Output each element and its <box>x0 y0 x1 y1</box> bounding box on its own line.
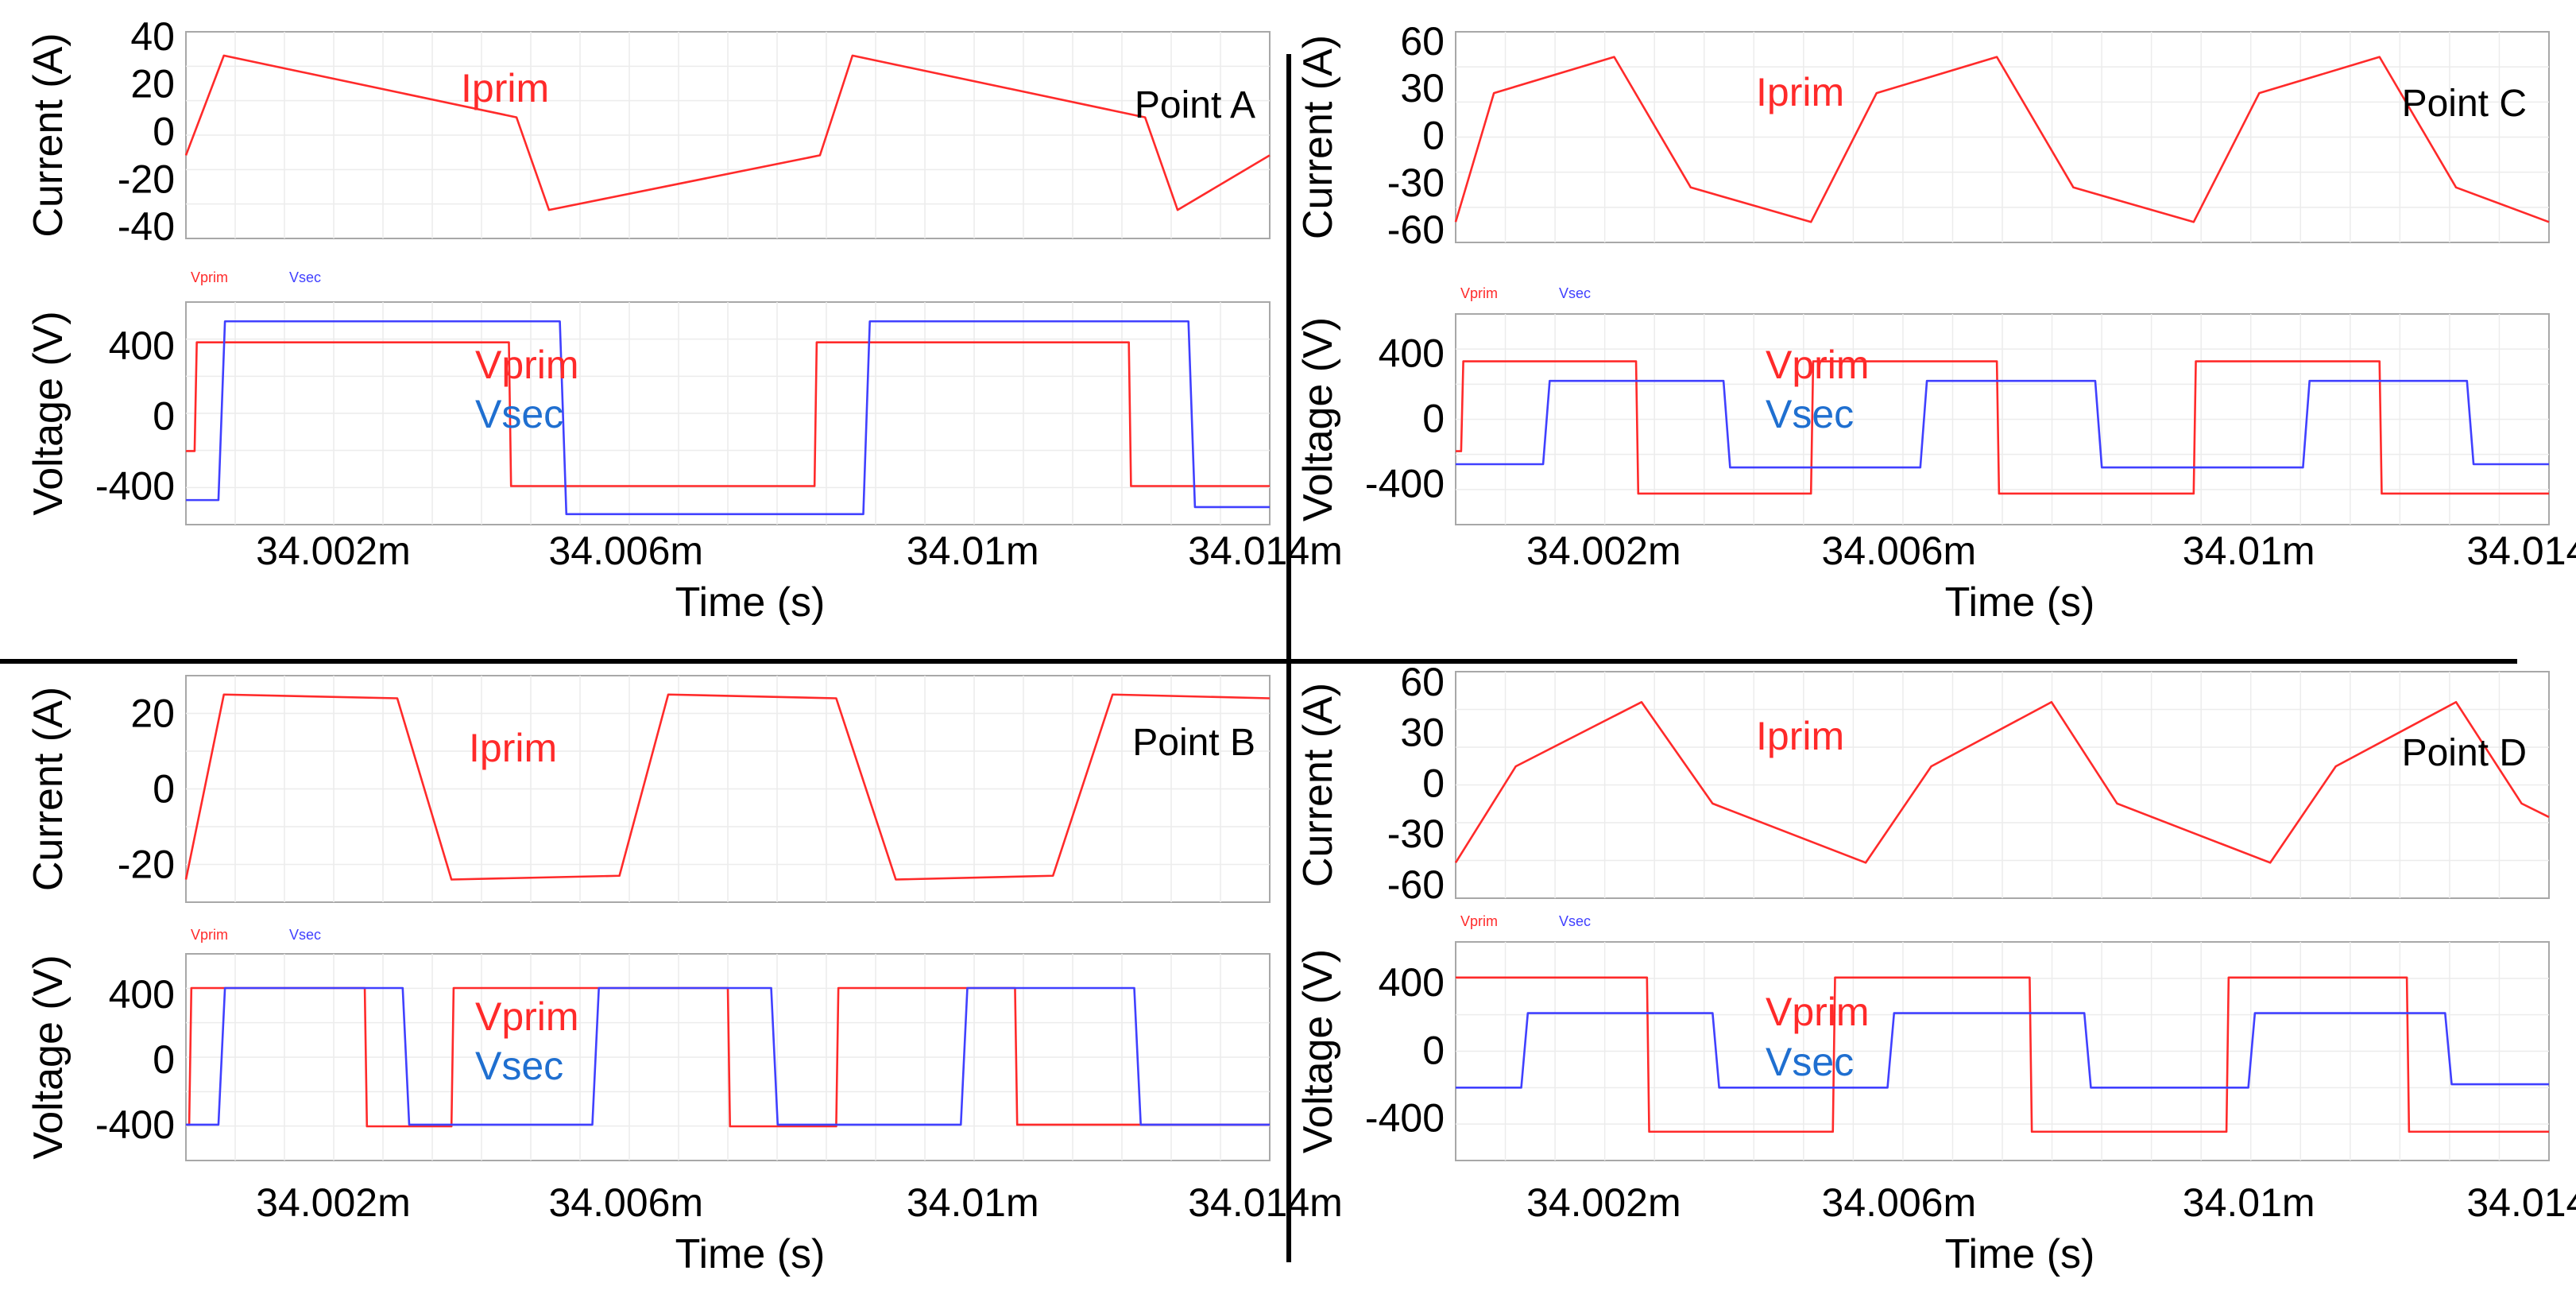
legend-vprim: Vprim <box>1460 913 1498 929</box>
current-axis-label: Current (A) <box>1295 683 1341 887</box>
current-ytick-label: 0 <box>153 767 175 812</box>
xtick-label: 34.014m <box>1188 529 1343 573</box>
voltage-ytick-label: -400 <box>95 463 175 508</box>
voltage-series-vsec <box>1456 379 2549 469</box>
point-label: Point A <box>1135 84 1255 126</box>
current-series-iprim <box>184 54 1271 211</box>
x-axis-label: Time (s) <box>1945 1231 2095 1277</box>
vsec-label: Vsec <box>475 1044 563 1088</box>
current-ytick-label: -40 <box>118 204 175 249</box>
current-ytick-label: -20 <box>118 843 175 887</box>
voltage-series-vsec <box>186 986 1270 1126</box>
current-ytick-label: 0 <box>1422 761 1445 805</box>
voltage-axis-label: Voltage (V) <box>25 955 72 1159</box>
current-ytick-label: 60 <box>1400 19 1445 64</box>
vsec-label: Vsec <box>475 392 563 436</box>
current-ytick-label: -60 <box>1387 207 1445 252</box>
legend-vprim: Vprim <box>191 269 228 285</box>
vprim-label: Vprim <box>475 343 579 387</box>
x-axis-label: Time (s) <box>675 579 826 626</box>
voltage-ytick-label: -400 <box>95 1102 175 1147</box>
legend-vprim: Vprim <box>191 927 228 943</box>
current-ytick-label: 60 <box>1400 660 1445 704</box>
current-ytick-label: 0 <box>1422 114 1445 158</box>
x-axis-label: Time (s) <box>675 1231 826 1277</box>
xtick-label: 34.01m <box>907 1180 1039 1225</box>
current-series-iprim <box>1454 56 2550 223</box>
current-axis-label: Current (A) <box>25 33 72 237</box>
voltage-series-vsec <box>1456 1012 2549 1089</box>
voltage-ytick-label: 0 <box>153 393 175 438</box>
current-series-iprim <box>1454 700 2550 864</box>
xtick-label: 34.006m <box>1822 1180 1977 1225</box>
current-ytick-label: -30 <box>1387 161 1445 205</box>
voltage-ytick-label: 0 <box>1422 1028 1445 1072</box>
voltage-axis-label: Voltage (V) <box>25 311 72 515</box>
point-label: Point C <box>2402 83 2527 125</box>
current-ytick-label: 30 <box>1400 66 1445 110</box>
vprim-label: Vprim <box>1766 990 1870 1034</box>
current-ytick-label: -30 <box>1387 812 1445 856</box>
xtick-label: 34.01m <box>907 529 1039 573</box>
legend-vsec: Vsec <box>1559 913 1591 929</box>
xtick-label: 34.01m <box>2183 529 2315 573</box>
xtick-label: 34.002m <box>256 1180 411 1225</box>
current-ytick-label: 20 <box>130 692 175 736</box>
voltage-ytick-label: -400 <box>1365 1096 1445 1141</box>
xtick-label: 34.014m <box>1188 1180 1343 1225</box>
vprim-label: Vprim <box>475 994 579 1039</box>
x-axis-label: Time (s) <box>1945 579 2095 626</box>
xtick-label: 34.006m <box>548 1180 703 1225</box>
current-ytick-label: 0 <box>153 110 175 154</box>
xtick-label: 34.002m <box>1526 529 1681 573</box>
voltage-axis-label: Voltage (V) <box>1295 949 1341 1153</box>
voltage-series-vprim <box>1456 360 2549 495</box>
legend-vsec: Vsec <box>289 927 321 943</box>
voltage-series-vsec <box>186 320 1270 516</box>
current-ytick-label: 40 <box>130 14 175 59</box>
voltage-ytick-label: 0 <box>1422 396 1445 440</box>
xtick-label: 34.002m <box>1526 1180 1681 1225</box>
xtick-label: 34.014m <box>2466 1180 2576 1225</box>
voltage-ytick-label: 400 <box>1379 331 1445 375</box>
vsec-label: Vsec <box>1766 1040 1854 1084</box>
voltage-series-vprim <box>1456 976 2549 1133</box>
xtick-label: 34.006m <box>1822 529 1977 573</box>
current-axis-label: Current (A) <box>1295 35 1341 239</box>
xtick-label: 34.014m <box>2466 529 2576 573</box>
point-label: Point D <box>2402 732 2527 774</box>
voltage-ytick-label: 0 <box>153 1037 175 1082</box>
vsec-label: Vsec <box>1766 392 1854 436</box>
xtick-label: 34.002m <box>256 529 411 573</box>
xtick-label: 34.01m <box>2183 1180 2315 1225</box>
current-ytick-label: 30 <box>1400 711 1445 755</box>
point-label: Point B <box>1132 722 1255 764</box>
current-ytick-label: -60 <box>1387 862 1445 907</box>
iprim-label: Iprim <box>1756 70 1844 114</box>
current-ytick-label: 20 <box>130 62 175 107</box>
voltage-series-vprim <box>186 341 1270 487</box>
legend-vprim: Vprim <box>1460 285 1498 301</box>
iprim-label: Iprim <box>461 66 549 110</box>
chart-panel-4: 60 30 0 -30 -60 Current (A) Iprim Point D 400 0 -4… <box>1295 660 2576 1277</box>
iprim-label: Iprim <box>469 726 557 770</box>
voltage-ytick-label: 400 <box>109 972 175 1017</box>
voltage-axis-label: Voltage (V) <box>1295 317 1341 521</box>
legend-vsec: Vsec <box>289 269 321 285</box>
voltage-ytick-label: 400 <box>109 324 175 368</box>
vprim-label: Vprim <box>1766 343 1870 387</box>
current-ytick-label: -20 <box>118 157 175 201</box>
chart-panel-3: 20 0 -20 Current (A) Iprim Point B 400 0 -400 Vol… <box>25 675 1343 1277</box>
current-series-iprim <box>184 693 1271 881</box>
voltage-ytick-label: -400 <box>1365 462 1445 506</box>
legend-vsec: Vsec <box>1559 285 1591 301</box>
xtick-label: 34.006m <box>548 529 703 573</box>
voltage-ytick-label: 400 <box>1379 960 1445 1005</box>
current-axis-label: Current (A) <box>25 687 72 891</box>
iprim-label: Iprim <box>1756 714 1844 758</box>
